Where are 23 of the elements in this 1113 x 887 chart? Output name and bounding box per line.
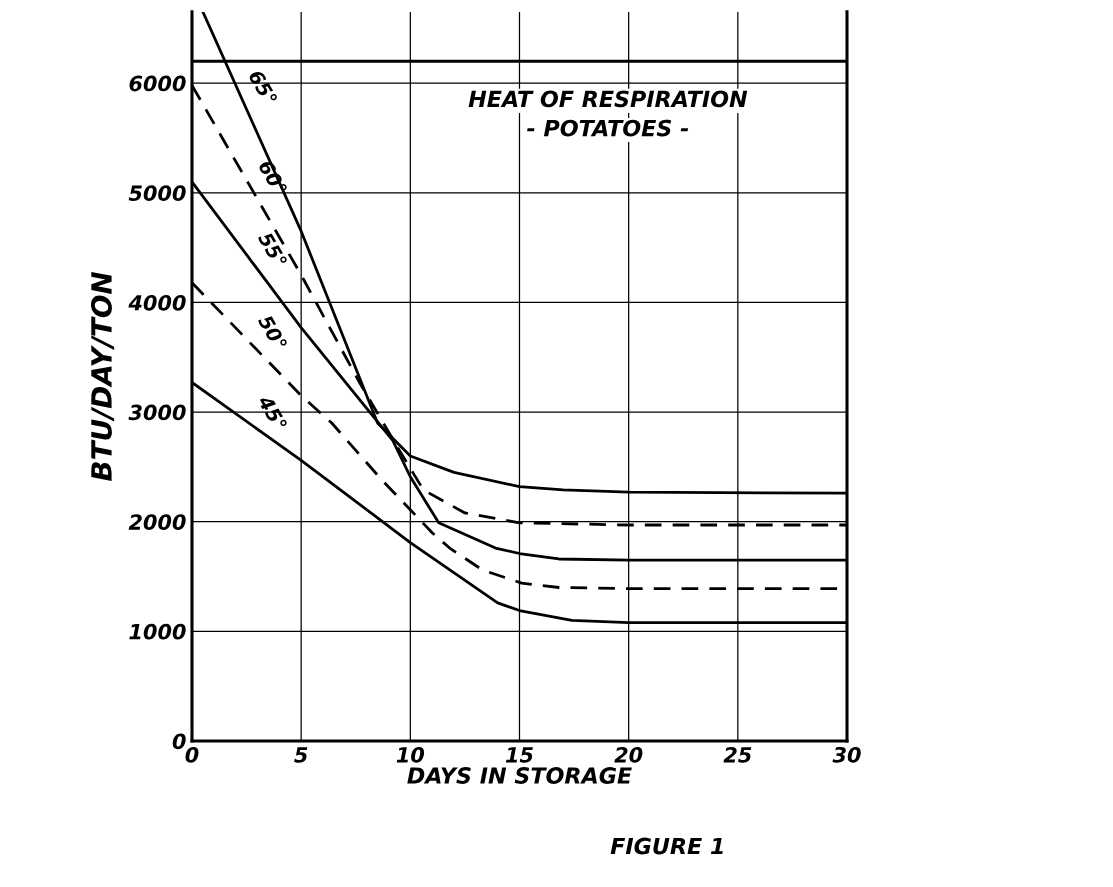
- text: - POTATOES -: [527, 119, 689, 137]
- y-axis-title: BTU/DAY/TON: [90, 271, 115, 481]
- text: HEAT OF RESPIRATION: [468, 90, 748, 108]
- y-tick-label: 0: [172, 733, 186, 750]
- text: 65°: [248, 68, 278, 106]
- y-tick-label: 5000: [128, 185, 186, 202]
- text: 55°: [257, 230, 288, 269]
- x-tick-label: 5: [294, 747, 308, 763]
- x-tick-label: 15: [505, 747, 533, 763]
- y-tick-label: 3000: [128, 404, 186, 421]
- x-axis-title: DAYS IN STORAGE: [407, 767, 632, 784]
- y-tick-label: 1000: [129, 623, 186, 640]
- x-tick-label: 0: [185, 746, 199, 763]
- text: 50°: [257, 313, 288, 351]
- x-tick-label: 20: [614, 746, 643, 763]
- y-tick-label: 4000: [128, 294, 186, 311]
- caption: FIGURE 1: [610, 837, 723, 855]
- x-tick-label: 30: [832, 746, 861, 763]
- text: 45°: [257, 393, 288, 432]
- x-tick-label: 10: [396, 746, 425, 763]
- x-tick-label: 25: [723, 746, 752, 763]
- y-tick-label: 6000: [129, 75, 186, 92]
- y-tick-label: 2000: [128, 514, 186, 530]
